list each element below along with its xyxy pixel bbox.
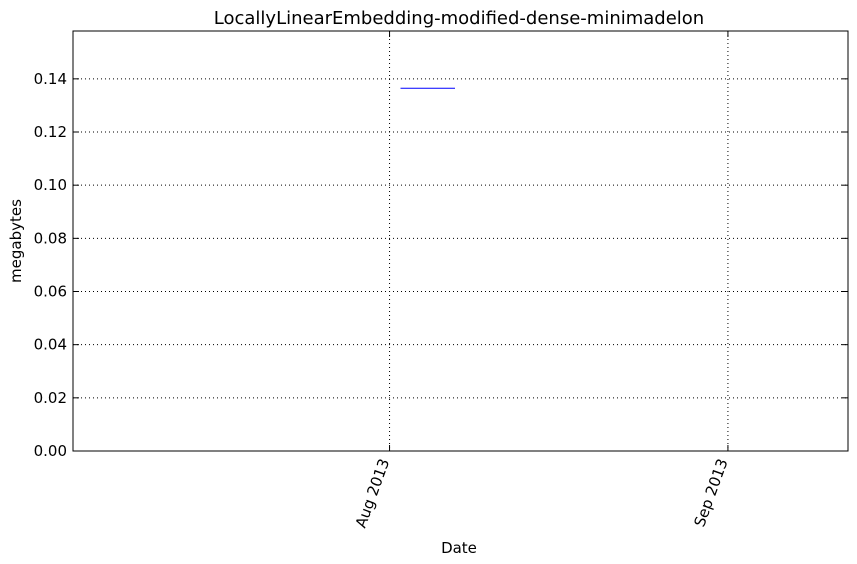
y-tick-label: 0.14 (34, 70, 67, 88)
y-tick-label: 0.10 (34, 176, 67, 194)
chart-title: LocallyLinearEmbedding-modified-dense-mi… (214, 8, 704, 29)
y-tick-label: 0.02 (34, 389, 67, 407)
y-tick-label: 0.08 (34, 229, 67, 247)
x-axis-label: Date (441, 539, 477, 557)
y-axis-label: megabytes (7, 199, 25, 283)
tick-layer: 0.00 0.02 0.04 0.06 0.08 0.10 0.12 0.14 Aug 2013… (34, 31, 848, 530)
x-tick-label: Sep 2013 (690, 456, 731, 529)
grid-layer (73, 31, 848, 451)
y-tick-label: 0.12 (34, 123, 67, 141)
y-tick-label: 0.00 (34, 442, 67, 460)
y-tick-label: 0.04 (34, 336, 67, 354)
x-tick-label: Aug 2013 (352, 456, 394, 530)
plot-frame (72, 30, 849, 452)
y-tick-label: 0.06 (34, 283, 67, 301)
